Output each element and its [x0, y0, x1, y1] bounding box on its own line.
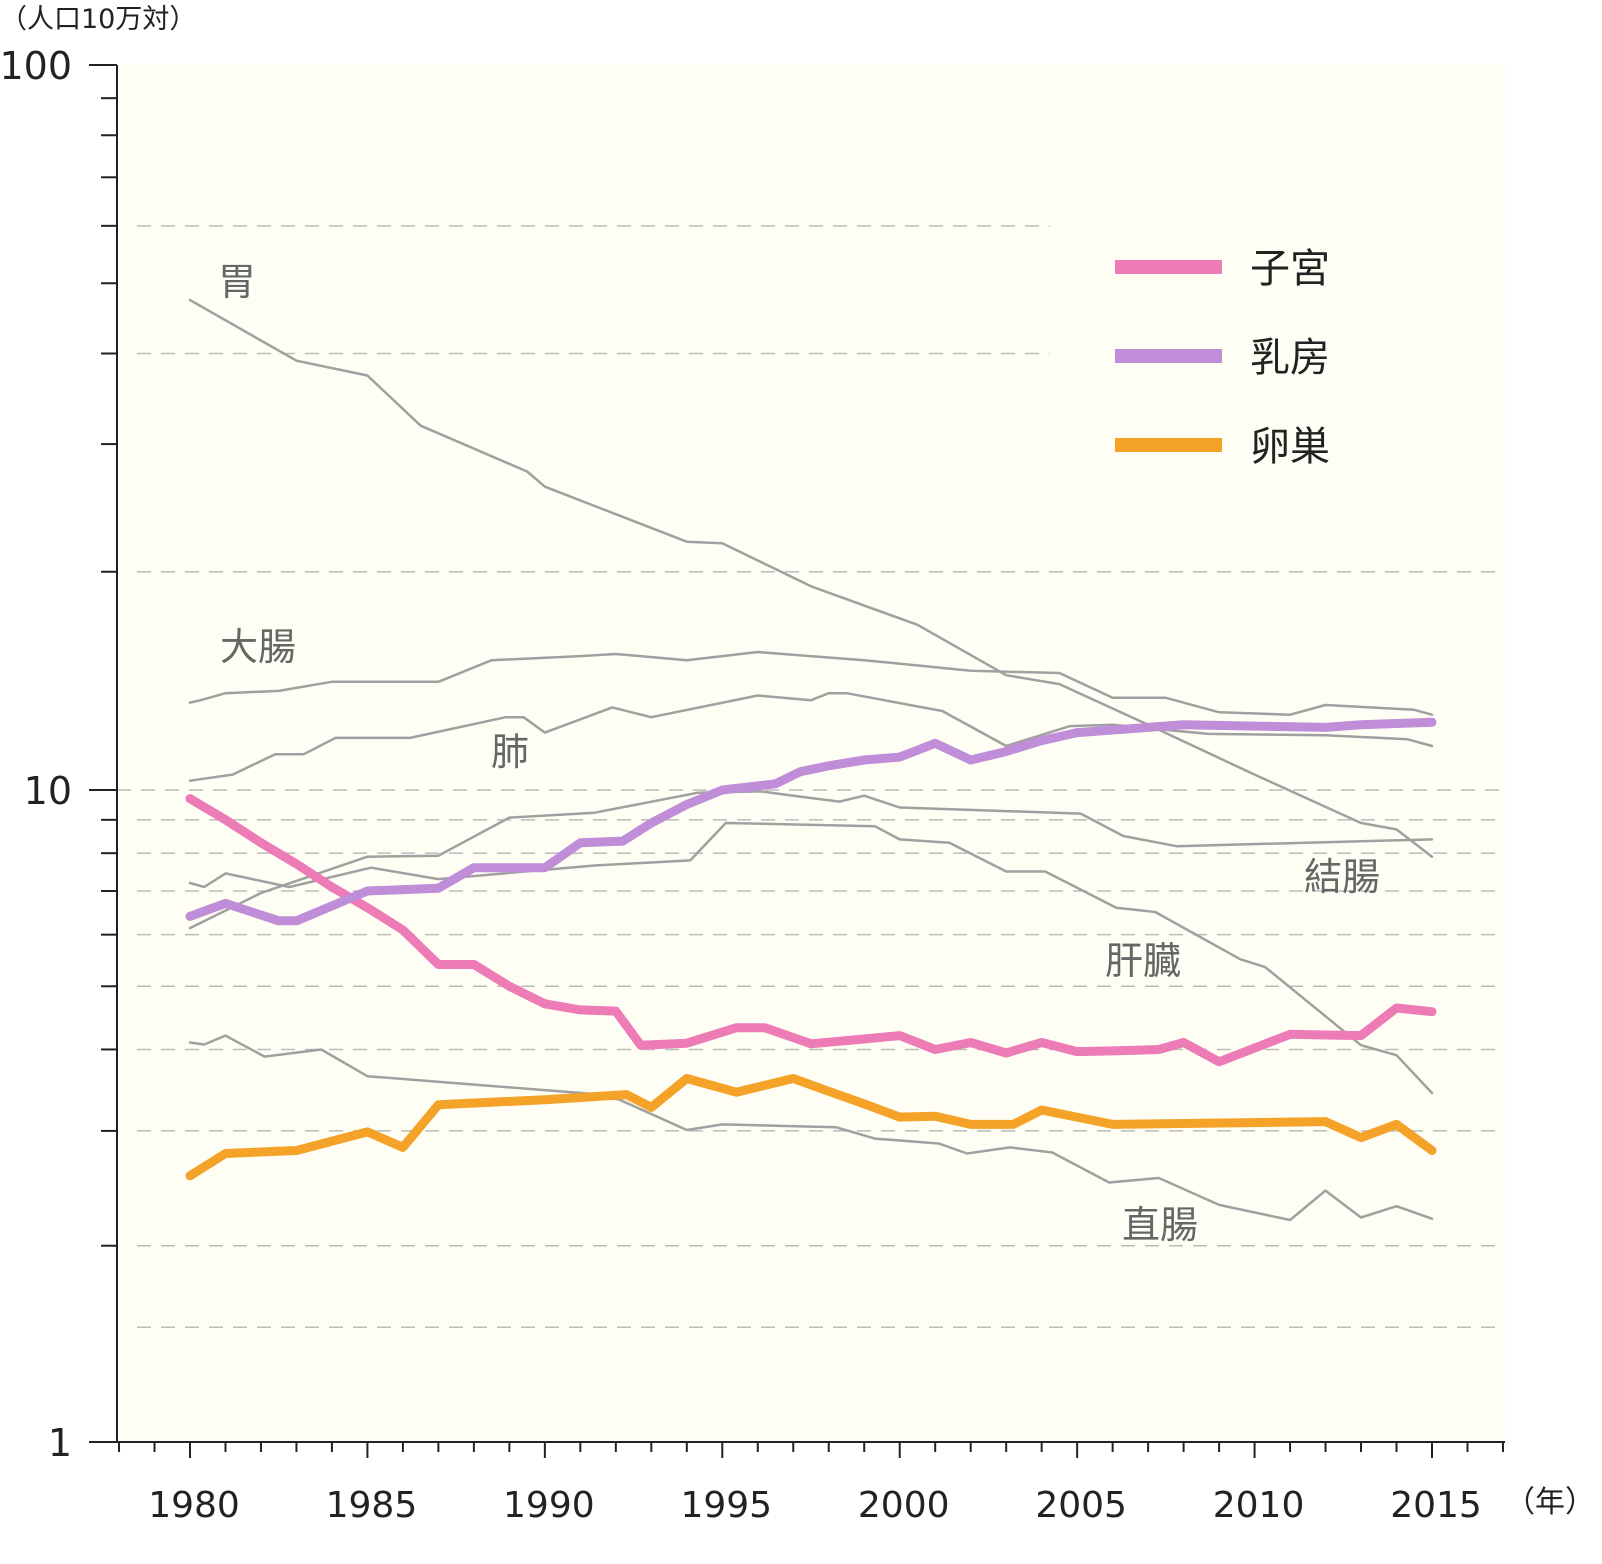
x-tick-label: 1995: [680, 1485, 772, 1526]
plot-background: [117, 65, 1505, 1442]
series-label: 肺: [491, 730, 529, 774]
x-tick-label: 2015: [1390, 1485, 1482, 1526]
legend-label: 乳房: [1250, 335, 1330, 381]
series-line-結腸: [188, 790, 1434, 930]
x-tick-label: 1985: [326, 1485, 418, 1526]
highlight-series: [185, 717, 1437, 1181]
y-unit-label: （人口10万対）: [0, 4, 196, 35]
y-tick-label: 1: [48, 1421, 72, 1465]
series-label: 結腸: [1304, 855, 1380, 899]
x-tick-label: 2005: [1035, 1485, 1127, 1526]
legend-label: 子宮: [1250, 246, 1330, 292]
series-line-卵巣: [185, 1074, 1437, 1181]
x-tick-label: 1980: [148, 1485, 240, 1526]
series-line-乳房: [185, 717, 1437, 926]
x-tick-label: 2000: [858, 1485, 950, 1526]
series-line-胃: [188, 298, 1434, 858]
axes: [89, 64, 1505, 1458]
x-tick-label: 2010: [1213, 1485, 1305, 1526]
series-line-直腸: [188, 1034, 1434, 1222]
series-line-子宮: [185, 794, 1437, 1067]
series-label: 直腸: [1122, 1203, 1198, 1247]
series-line-大腸: [188, 650, 1434, 716]
y-tick-label: 100: [0, 44, 72, 88]
series-label: 肝臓: [1105, 939, 1181, 983]
series-label: 胃: [218, 260, 256, 304]
series-label: 大腸: [220, 625, 296, 669]
y-tick-label: 10: [24, 769, 72, 813]
legend-label: 卵巣: [1250, 424, 1330, 470]
x-tick-label: 1990: [503, 1485, 595, 1526]
x-unit-label: （年）: [1505, 1485, 1595, 1520]
